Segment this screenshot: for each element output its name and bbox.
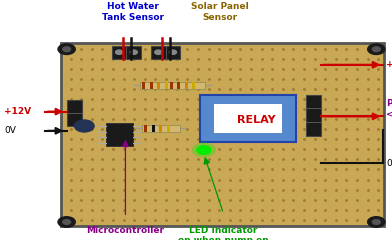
Circle shape [74, 120, 94, 132]
Bar [140, 82, 178, 89]
Text: +12V: +12V [4, 107, 31, 116]
Text: RELAY: RELAY [238, 115, 276, 125]
Bar [192, 82, 195, 89]
Bar [150, 82, 153, 89]
Circle shape [130, 50, 137, 54]
Bar [112, 46, 141, 59]
Circle shape [169, 50, 176, 54]
Text: PUMP
<10A: PUMP <10A [386, 100, 392, 119]
Bar [61, 43, 384, 226]
Bar [142, 125, 180, 132]
Bar [106, 123, 133, 146]
Circle shape [372, 47, 380, 52]
Circle shape [368, 44, 385, 54]
Bar [165, 82, 168, 89]
Bar [200, 95, 296, 142]
Circle shape [58, 217, 75, 227]
Text: +12V: +12V [386, 60, 392, 69]
Circle shape [63, 47, 71, 52]
Bar [157, 82, 160, 89]
Bar [306, 95, 321, 136]
Bar [167, 125, 170, 132]
Bar [151, 46, 180, 59]
Text: Hot Water
Tank Sensor: Hot Water Tank Sensor [102, 2, 164, 22]
Bar [167, 82, 205, 89]
Bar [152, 125, 155, 132]
Circle shape [63, 220, 71, 224]
Bar [159, 125, 162, 132]
Bar [177, 82, 180, 89]
Circle shape [368, 217, 385, 227]
Text: Microcontroller: Microcontroller [87, 226, 164, 235]
Circle shape [116, 50, 123, 54]
Bar [142, 82, 145, 89]
Bar [170, 82, 173, 89]
Circle shape [192, 143, 215, 157]
Bar [144, 125, 147, 132]
Circle shape [58, 44, 75, 54]
Bar [67, 100, 82, 126]
Circle shape [155, 50, 162, 54]
Text: LED Indicator
on when pump on: LED Indicator on when pump on [178, 226, 269, 240]
Circle shape [197, 146, 211, 154]
Text: 0V: 0V [4, 126, 16, 135]
Circle shape [372, 220, 380, 224]
Text: Solar Panel
Sensor: Solar Panel Sensor [191, 2, 249, 22]
Text: 0V: 0V [386, 159, 392, 168]
Bar [185, 82, 188, 89]
Bar [214, 104, 282, 133]
